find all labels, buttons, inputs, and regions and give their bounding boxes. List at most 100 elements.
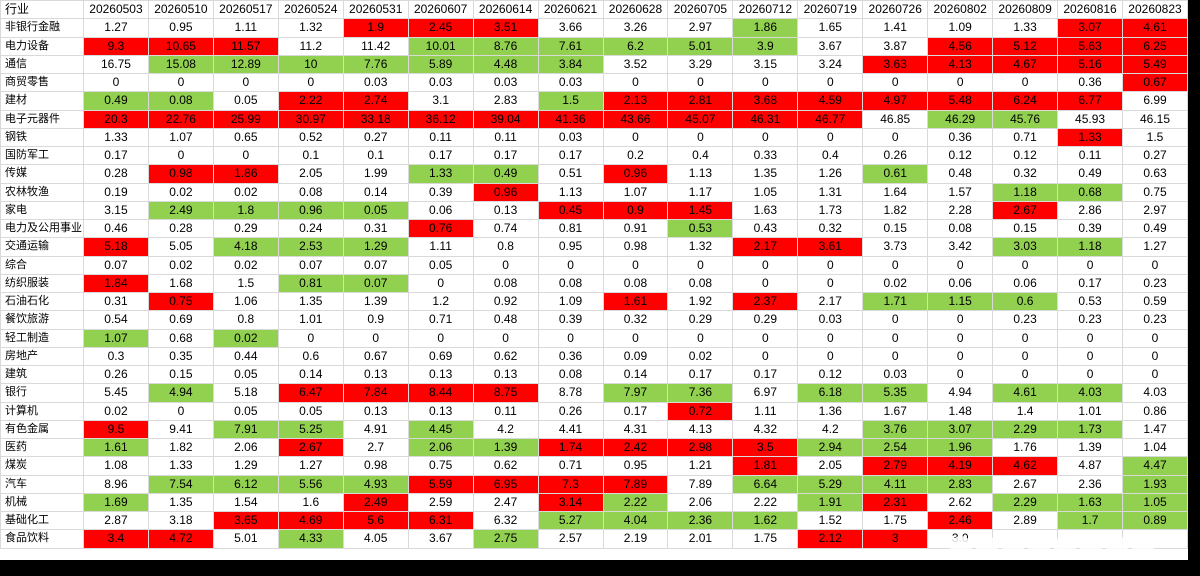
value-cell[interactable]: 6.32 <box>472 510 539 531</box>
value-cell[interactable]: 0.68 <box>1057 182 1123 202</box>
value-cell[interactable]: 5.05 <box>147 237 214 257</box>
value-cell[interactable]: 6.18 <box>797 383 864 403</box>
value-cell[interactable]: 0 <box>602 127 669 148</box>
value-cell[interactable]: 3.68 <box>732 91 799 111</box>
value-cell[interactable]: 1.2 <box>407 291 474 312</box>
value-cell[interactable]: 0.71 <box>407 310 474 330</box>
value-cell[interactable]: 2.86 <box>1057 200 1123 221</box>
value-cell[interactable]: 0.45 <box>537 200 604 221</box>
value-cell[interactable]: 0.08 <box>537 364 604 385</box>
value-cell[interactable]: 0.24 <box>277 218 344 239</box>
value-cell[interactable]: 7.89 <box>602 474 669 494</box>
value-cell[interactable]: 0.75 <box>407 456 474 476</box>
value-cell[interactable]: 0 <box>1122 346 1188 367</box>
value-cell[interactable]: 0.4 <box>797 145 864 166</box>
value-cell[interactable]: 5.63 <box>1057 36 1123 56</box>
value-cell[interactable]: 0.39 <box>537 310 604 330</box>
value-cell[interactable]: 1.35 <box>277 291 344 312</box>
value-cell[interactable]: 0 <box>862 127 929 148</box>
value-cell[interactable]: 1.74 <box>537 437 604 458</box>
value-cell[interactable]: 0.07 <box>342 255 409 275</box>
value-cell[interactable]: 3.87 <box>862 36 929 56</box>
value-cell[interactable]: 0.68 <box>147 328 214 348</box>
value-cell[interactable]: 33.18 <box>342 109 409 129</box>
value-cell[interactable]: 0.62 <box>472 346 539 367</box>
value-cell[interactable]: 0 <box>797 273 864 294</box>
industry-name-cell[interactable]: 机械 <box>0 492 84 513</box>
value-cell[interactable]: 2.06 <box>407 437 474 458</box>
value-cell[interactable]: 0.03 <box>472 72 539 93</box>
value-cell[interactable]: 0 <box>927 72 994 93</box>
value-cell[interactable]: 0.95 <box>537 237 604 257</box>
value-cell[interactable]: 2.22 <box>277 91 344 111</box>
value-cell[interactable]: 1.09 <box>537 291 604 312</box>
industry-name-cell[interactable]: 国防军工 <box>0 145 84 166</box>
value-cell[interactable]: 0.02 <box>862 273 929 294</box>
value-cell[interactable]: 0.02 <box>147 255 214 275</box>
value-cell[interactable]: 3.5 <box>732 437 799 458</box>
industry-name-cell[interactable]: 钢铁 <box>0 127 84 148</box>
value-cell[interactable]: 0.15 <box>992 218 1059 239</box>
value-cell[interactable]: 0.26 <box>83 364 149 385</box>
value-cell[interactable]: 2.47 <box>472 492 539 513</box>
value-cell[interactable]: 0.19 <box>83 182 149 202</box>
value-cell[interactable]: 3.07 <box>927 419 994 440</box>
value-cell[interactable]: 1.63 <box>732 200 799 221</box>
value-cell[interactable]: 25.99 <box>212 109 279 129</box>
value-cell[interactable]: 1.86 <box>732 18 799 38</box>
value-cell[interactable]: 0.81 <box>277 273 344 294</box>
value-cell[interactable]: 0 <box>797 328 864 348</box>
industry-name-cell[interactable]: 非银行金融 <box>0 18 84 38</box>
value-cell[interactable]: 2.05 <box>797 456 864 476</box>
value-cell[interactable]: 1.05 <box>732 182 799 202</box>
industry-name-cell[interactable]: 电力及公用事业 <box>0 218 84 239</box>
value-cell[interactable]: 4.94 <box>927 383 994 403</box>
value-cell[interactable]: 0.02 <box>212 328 279 348</box>
value-cell[interactable]: 3.66 <box>537 18 604 38</box>
value-cell[interactable]: 0.05 <box>342 200 409 221</box>
value-cell[interactable]: 0.23 <box>1122 273 1188 294</box>
value-cell[interactable]: 1.07 <box>147 127 214 148</box>
value-cell[interactable]: 3.51 <box>472 18 539 38</box>
value-cell[interactable]: 8.76 <box>472 36 539 56</box>
value-cell[interactable]: 2.97 <box>1122 200 1188 221</box>
value-cell[interactable]: 6.47 <box>277 383 344 403</box>
value-cell[interactable]: 0 <box>927 255 994 275</box>
value-cell[interactable]: 0 <box>212 72 279 93</box>
value-cell[interactable]: 0.43 <box>732 218 799 239</box>
value-cell[interactable]: 0 <box>862 255 929 275</box>
industry-name-cell[interactable]: 煤炭 <box>0 456 84 476</box>
header-date[interactable]: 20260705 <box>667 0 734 20</box>
value-cell[interactable]: 0.26 <box>862 145 929 166</box>
value-cell[interactable]: 0.62 <box>472 456 539 476</box>
value-cell[interactable]: 11.42 <box>342 36 409 56</box>
value-cell[interactable]: 1.61 <box>83 437 149 458</box>
value-cell[interactable]: 0.14 <box>602 364 669 385</box>
value-cell[interactable]: 30.97 <box>277 109 344 129</box>
value-cell[interactable]: 1.57 <box>927 182 994 202</box>
value-cell[interactable]: 0 <box>537 255 604 275</box>
value-cell[interactable]: 2.87 <box>83 510 149 531</box>
value-cell[interactable]: 1.73 <box>797 200 864 221</box>
value-cell[interactable]: 2.06 <box>212 437 279 458</box>
value-cell[interactable]: 10 <box>277 54 344 75</box>
value-cell[interactable]: 1.39 <box>472 437 539 458</box>
industry-name-cell[interactable]: 基础化工 <box>0 510 84 531</box>
value-cell[interactable]: 0.27 <box>1122 145 1188 166</box>
value-cell[interactable]: 0.12 <box>992 145 1059 166</box>
value-cell[interactable]: 0.74 <box>472 218 539 239</box>
value-cell[interactable]: 0 <box>732 255 799 275</box>
value-cell[interactable]: 4.45 <box>407 419 474 440</box>
value-cell[interactable]: 0.75 <box>1122 182 1188 202</box>
value-cell[interactable]: 4.11 <box>862 474 929 494</box>
value-cell[interactable]: 3.14 <box>537 492 604 513</box>
value-cell[interactable]: 2.49 <box>147 200 214 221</box>
industry-name-cell[interactable]: 传媒 <box>0 164 84 184</box>
value-cell[interactable]: 4.32 <box>732 419 799 440</box>
value-cell[interactable]: 0.13 <box>472 200 539 221</box>
industry-name-cell[interactable]: 建材 <box>0 91 84 111</box>
value-cell[interactable]: 4.48 <box>472 54 539 75</box>
value-cell[interactable]: 0.12 <box>927 145 994 166</box>
value-cell[interactable]: 0.05 <box>407 255 474 275</box>
value-cell[interactable]: 5.89 <box>407 54 474 75</box>
